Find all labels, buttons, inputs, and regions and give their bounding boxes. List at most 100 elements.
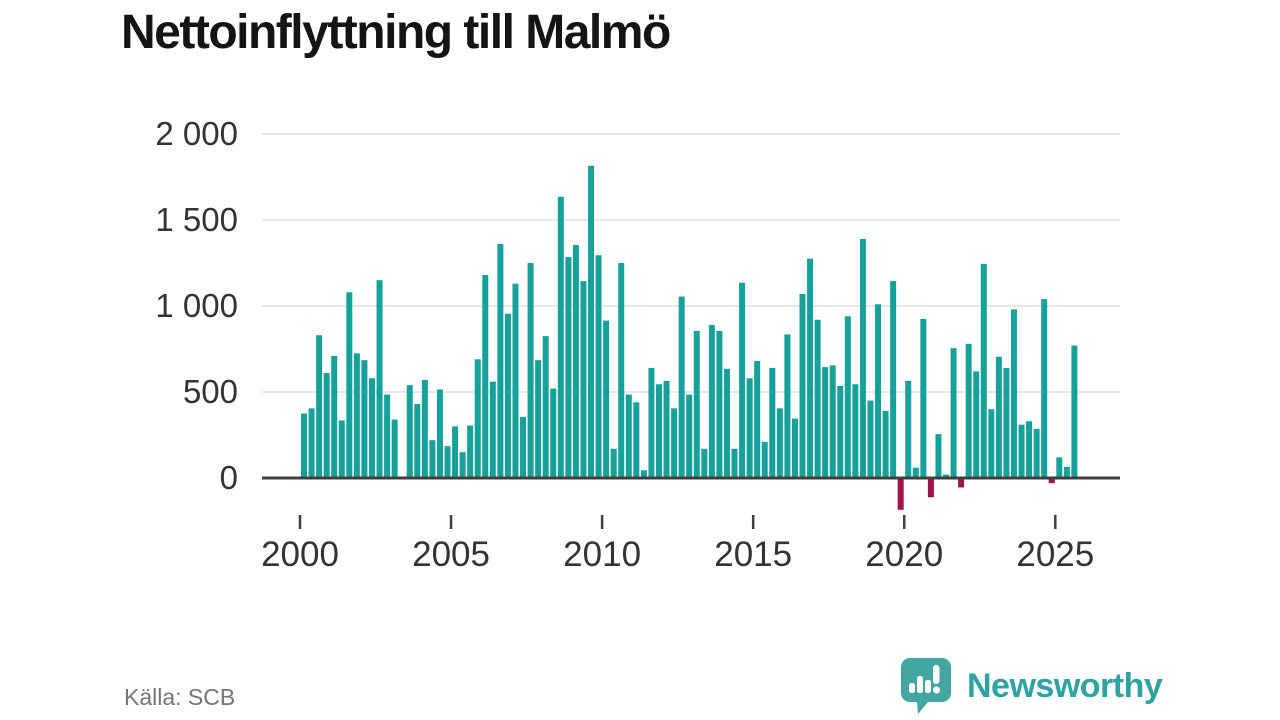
bar-2007-Q3 xyxy=(527,263,534,478)
bar-2005-Q2 xyxy=(459,452,466,478)
bar-chart: 0 500 1 000 1 500 2 000 2000 2005 2010 2015 2020 2… xyxy=(155,115,1120,574)
bar-2022-Q3 xyxy=(980,263,987,478)
bar-2003-Q4 xyxy=(414,404,421,478)
newsworthy-speech-bubble-chart-icon xyxy=(901,658,951,714)
bar-2006-Q2 xyxy=(489,381,496,478)
bar-2010-Q4 xyxy=(625,394,632,478)
bar-2011-Q4 xyxy=(655,384,662,478)
bar-2022-Q4 xyxy=(988,409,995,478)
bar-2011-Q3 xyxy=(648,367,655,478)
bar-2008-Q4 xyxy=(565,256,572,478)
bar-2013-Q2 xyxy=(701,448,708,478)
bar-2001-Q2 xyxy=(338,420,345,478)
bar-2018-Q2 xyxy=(852,384,859,478)
bar-2024-Q4 xyxy=(1048,478,1055,484)
brand-name: Newsworthy xyxy=(967,666,1163,705)
bar-2006-Q3 xyxy=(497,244,504,478)
y-axis-tick-label-1000: 1 000 xyxy=(155,287,238,324)
bar-2012-Q3 xyxy=(678,296,685,478)
x-axis-tick-label-2020: 2020 xyxy=(865,535,943,574)
bar-2002-Q1 xyxy=(361,360,368,478)
bar-2007-Q2 xyxy=(520,416,527,478)
bar-2017-Q3 xyxy=(829,365,836,478)
bar-2021-Q3 xyxy=(950,348,957,478)
bar-2022-Q2 xyxy=(973,371,980,478)
bar-2024-Q2 xyxy=(1033,428,1040,478)
bar-2024-Q1 xyxy=(1026,421,1033,478)
bar-2008-Q1 xyxy=(542,336,549,478)
bar-2009-Q2 xyxy=(580,281,587,478)
bar-2017-Q2 xyxy=(822,367,829,478)
bar-2014-Q4 xyxy=(746,378,753,478)
chart-title: Nettoinflyttning till Malmö xyxy=(121,6,671,59)
bar-2002-Q2 xyxy=(368,378,375,478)
newsworthy-logo: Newsworthy xyxy=(897,656,1163,716)
bar-2021-Q2 xyxy=(943,474,949,478)
bar-2015-Q1 xyxy=(754,361,761,478)
bar-2000-Q2 xyxy=(308,408,315,478)
x-axis-tick-label-2010: 2010 xyxy=(563,535,641,574)
bar-2019-Q4 xyxy=(897,478,904,510)
bar-2000-Q4 xyxy=(323,373,330,478)
bar-2025-Q1 xyxy=(1056,457,1063,478)
x-axis-tick-label-2025: 2025 xyxy=(1016,535,1094,574)
bar-2015-Q4 xyxy=(776,408,783,478)
bar-2018-Q3 xyxy=(859,238,866,478)
bar-2006-Q1 xyxy=(482,275,489,478)
bar-2019-Q1 xyxy=(875,304,882,478)
bar-2013-Q4 xyxy=(716,330,723,478)
source-label: Källa: SCB xyxy=(124,684,236,710)
bar-2016-Q1 xyxy=(784,334,791,478)
bar-2001-Q3 xyxy=(346,292,353,478)
bar-2005-Q1 xyxy=(452,426,459,478)
bar-2025-Q2 xyxy=(1063,466,1070,478)
bar-2005-Q3 xyxy=(467,425,474,478)
bar-2001-Q4 xyxy=(353,353,360,478)
bar-2008-Q3 xyxy=(557,196,564,478)
bar-2002-Q3 xyxy=(376,280,383,478)
bar-2010-Q1 xyxy=(603,320,610,478)
bar-2025-Q3 xyxy=(1071,345,1078,478)
y-axis-tick-label-0: 0 xyxy=(220,459,238,496)
bar-2005-Q4 xyxy=(474,359,481,478)
bar-2023-Q2 xyxy=(1003,367,1010,478)
bar-2009-Q4 xyxy=(595,255,602,478)
bar-2006-Q4 xyxy=(504,313,511,478)
bar-2003-Q1 xyxy=(391,419,398,478)
bar-2000-Q3 xyxy=(316,335,323,478)
bar-2021-Q1 xyxy=(935,434,942,478)
bar-2017-Q4 xyxy=(837,385,844,478)
bar-2009-Q3 xyxy=(588,165,595,478)
bar-2019-Q3 xyxy=(890,281,897,478)
bar-2014-Q3 xyxy=(739,282,746,478)
x-axis-tick-label-2000: 2000 xyxy=(261,535,339,574)
bar-2022-Q1 xyxy=(965,343,972,478)
y-axis-tick-label-1500: 1 500 xyxy=(155,201,238,238)
bar-2014-Q1 xyxy=(723,368,730,478)
bar-2002-Q4 xyxy=(384,394,391,478)
bar-2023-Q3 xyxy=(1010,309,1017,478)
y-axis-tick-label-2000: 2 000 xyxy=(155,115,238,152)
bar-2018-Q1 xyxy=(844,316,851,478)
bar-2010-Q3 xyxy=(618,263,625,478)
bar-2020-Q1 xyxy=(905,380,912,478)
bar-2009-Q1 xyxy=(572,244,579,478)
x-axis-tick-label-2015: 2015 xyxy=(714,535,792,574)
bar-2015-Q2 xyxy=(761,441,768,478)
bar-2011-Q2 xyxy=(640,470,647,478)
bar-2020-Q3 xyxy=(920,318,927,478)
bar-2019-Q2 xyxy=(882,410,889,478)
bar-2018-Q4 xyxy=(867,400,874,478)
bar-2013-Q1 xyxy=(693,330,700,478)
bar-2024-Q3 xyxy=(1041,299,1048,478)
x-axis-tick-label-2005: 2005 xyxy=(412,535,490,574)
bar-2020-Q4 xyxy=(927,478,934,498)
bar-2000-Q1 xyxy=(301,413,307,478)
bar-2001-Q1 xyxy=(331,355,338,478)
bar-2011-Q1 xyxy=(633,402,640,478)
bar-2013-Q3 xyxy=(708,324,715,478)
bar-2012-Q1 xyxy=(663,380,670,478)
bar-2003-Q3 xyxy=(406,385,413,478)
bar-2016-Q2 xyxy=(791,418,798,478)
